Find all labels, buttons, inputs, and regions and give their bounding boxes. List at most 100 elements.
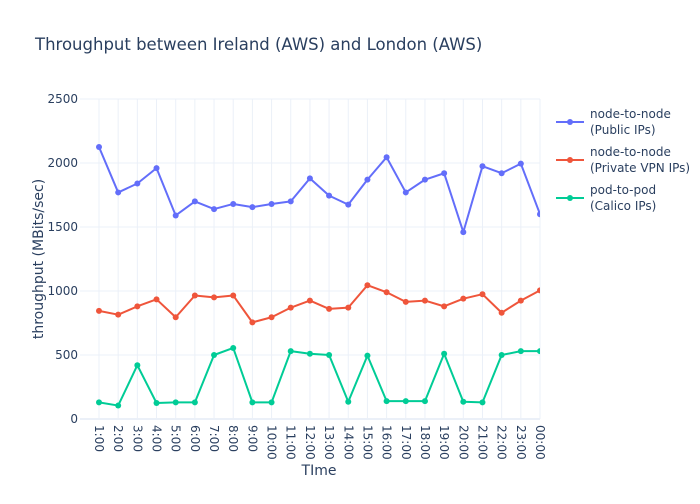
data-point[interactable] xyxy=(115,402,122,409)
data-point[interactable] xyxy=(498,309,505,316)
data-point[interactable] xyxy=(460,295,467,302)
y-tick-label: 0 xyxy=(70,412,78,426)
data-point[interactable] xyxy=(498,170,505,177)
legend-item-2[interactable]: pod-to-pod (Calico IPs) xyxy=(556,183,656,213)
data-point[interactable] xyxy=(383,154,390,161)
data-point[interactable] xyxy=(268,200,275,207)
data-point[interactable] xyxy=(172,399,179,406)
gridlines xyxy=(80,98,541,420)
data-point[interactable] xyxy=(115,189,122,196)
data-point[interactable] xyxy=(172,212,179,219)
data-point[interactable] xyxy=(441,350,448,357)
data-point[interactable] xyxy=(421,297,428,304)
data-point[interactable] xyxy=(268,314,275,321)
data-point[interactable] xyxy=(249,319,256,326)
data-point[interactable] xyxy=(191,198,198,205)
series-1[interactable] xyxy=(96,282,543,326)
data-point[interactable] xyxy=(306,350,313,357)
data-point[interactable] xyxy=(441,170,448,177)
data-point[interactable] xyxy=(326,305,333,312)
data-point[interactable] xyxy=(230,292,237,299)
data-point[interactable] xyxy=(287,304,294,311)
data-point[interactable] xyxy=(460,229,467,236)
data-point[interactable] xyxy=(191,292,198,299)
data-point[interactable] xyxy=(268,399,275,406)
data-point[interactable] xyxy=(306,175,313,182)
data-point[interactable] xyxy=(287,348,294,355)
data-point[interactable] xyxy=(326,352,333,358)
data-point[interactable] xyxy=(115,311,122,318)
legend-label: node-to-node xyxy=(590,145,671,159)
data-point[interactable] xyxy=(153,296,160,303)
x-tick-label: 10:00 xyxy=(265,425,279,460)
series-0[interactable] xyxy=(96,144,543,236)
data-point[interactable] xyxy=(402,189,409,196)
data-point[interactable] xyxy=(287,198,294,205)
data-point[interactable] xyxy=(134,362,141,369)
series-line[interactable] xyxy=(98,284,540,324)
data-point[interactable] xyxy=(326,192,333,199)
data-point[interactable] xyxy=(96,399,102,406)
data-point[interactable] xyxy=(479,291,486,298)
data-point[interactable] xyxy=(537,211,543,218)
x-tick-label: 16:00 xyxy=(380,425,394,460)
data-point[interactable] xyxy=(345,398,352,405)
x-tick-label: 17:00 xyxy=(399,425,413,460)
data-point[interactable] xyxy=(479,399,486,406)
data-point[interactable] xyxy=(364,282,371,289)
x-tick-label: 21:00 xyxy=(475,425,489,460)
data-point[interactable] xyxy=(517,348,524,355)
x-tick-label: 6:00 xyxy=(188,425,202,452)
data-point[interactable] xyxy=(517,297,524,304)
y-tick-label: 2000 xyxy=(47,156,78,170)
data-point[interactable] xyxy=(537,348,543,355)
data-point[interactable] xyxy=(402,298,409,305)
data-point[interactable] xyxy=(306,297,313,304)
data-point[interactable] xyxy=(134,180,141,187)
data-point[interactable] xyxy=(96,144,102,150)
y-axis-title: throughput (MBits/sec) xyxy=(31,179,47,339)
data-point[interactable] xyxy=(402,398,409,405)
series-line[interactable] xyxy=(98,346,540,407)
data-point[interactable] xyxy=(211,352,218,358)
series-2[interactable] xyxy=(96,344,543,409)
data-point[interactable] xyxy=(249,204,256,211)
y-tick-label: 1000 xyxy=(47,284,78,298)
data-point[interactable] xyxy=(191,399,198,406)
x-tick-label: 15:00 xyxy=(360,425,374,460)
data-point[interactable] xyxy=(249,399,256,406)
x-tick-label: 18:00 xyxy=(418,425,432,460)
data-point[interactable] xyxy=(96,307,102,314)
data-point[interactable] xyxy=(383,398,390,405)
data-point[interactable] xyxy=(441,303,448,310)
data-point[interactable] xyxy=(383,289,390,296)
data-point[interactable] xyxy=(230,200,237,207)
x-tick-label: 23:00 xyxy=(514,425,528,460)
data-point[interactable] xyxy=(172,314,179,321)
data-point[interactable] xyxy=(345,304,352,311)
legend[interactable]: node-to-node (Public IPs) node-to-node (Pri… xyxy=(556,107,690,213)
data-point[interactable] xyxy=(211,206,218,213)
legend-item-1[interactable]: node-to-node (Private VPN IPs) xyxy=(556,145,690,175)
legend-swatch-marker xyxy=(567,157,573,163)
data-point[interactable] xyxy=(134,303,141,310)
y-tick-label: 1500 xyxy=(47,220,78,234)
data-point[interactable] xyxy=(479,163,486,170)
data-point[interactable] xyxy=(153,400,160,406)
data-point[interactable] xyxy=(211,294,218,301)
data-point[interactable] xyxy=(421,398,428,405)
data-point[interactable] xyxy=(230,344,237,351)
data-point[interactable] xyxy=(517,160,524,167)
data-point[interactable] xyxy=(460,398,467,405)
data-point[interactable] xyxy=(364,352,371,359)
legend-label: (Calico IPs) xyxy=(590,199,656,213)
data-point[interactable] xyxy=(345,201,352,208)
data-point[interactable] xyxy=(364,176,371,183)
data-point[interactable] xyxy=(421,176,428,183)
legend-item-0[interactable]: node-to-node (Public IPs) xyxy=(556,107,671,137)
data-point[interactable] xyxy=(153,165,160,172)
data-point[interactable] xyxy=(498,352,505,358)
data-point[interactable] xyxy=(537,287,543,294)
series-line[interactable] xyxy=(98,146,540,234)
plot-area[interactable] xyxy=(96,144,543,409)
